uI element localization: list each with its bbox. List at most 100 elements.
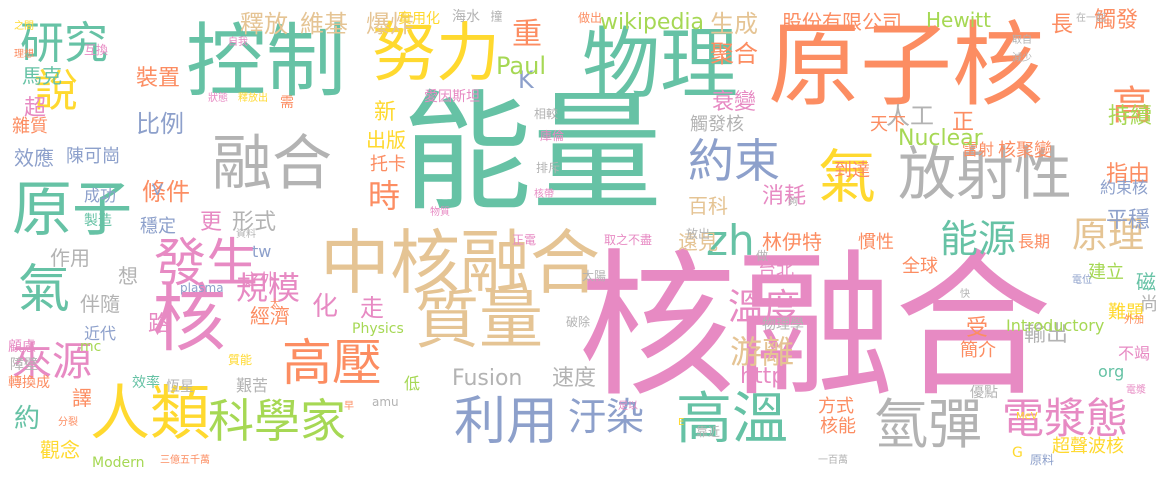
cloud-word: 走 — [360, 294, 384, 322]
cloud-word: G — [1012, 445, 1023, 461]
cloud-word: 想 — [118, 264, 138, 288]
cloud-word: 股份有限公司 — [782, 10, 902, 34]
cloud-word: 近代 — [84, 324, 117, 343]
cloud-word: 超聲波核 — [1052, 436, 1124, 457]
cloud-word: 經濟 — [250, 304, 290, 328]
cloud-word: 比例 — [136, 110, 184, 138]
cloud-word: 譯 — [72, 386, 92, 410]
cloud-word: 核 — [152, 276, 226, 362]
cloud-word: 約 — [14, 404, 41, 434]
cloud-word: 太陽 — [582, 269, 607, 283]
cloud-word: Physics — [352, 321, 404, 337]
cloud-word: 遠見 — [678, 230, 718, 254]
cloud-word: 排斥 — [536, 161, 561, 175]
cloud-word: 愛因斯坦 — [424, 89, 480, 105]
cloud-word: 融合 — [212, 129, 332, 199]
cloud-word: 原料 — [1030, 453, 1055, 467]
cloud-word: 物理 — [582, 20, 739, 110]
cloud-word: 指由 — [1106, 162, 1151, 187]
cloud-word: 持續 — [1108, 104, 1153, 129]
cloud-word: 時 — [368, 177, 401, 215]
cloud-word: 利用 — [454, 392, 559, 452]
cloud-word: 輸出 — [1024, 322, 1069, 347]
cloud-word: 核帶 — [534, 189, 554, 200]
cloud-word: 電漿態 — [1002, 394, 1129, 443]
cloud-word: 自我 — [228, 37, 248, 48]
cloud-word: 放射性 — [898, 140, 1073, 208]
cloud-word: 維基 — [300, 10, 348, 38]
cloud-word: 條件 — [142, 178, 190, 206]
cloud-word: 中核融合 — [320, 222, 600, 304]
cloud-word: 簡介 — [960, 340, 996, 361]
cloud-word: 低 — [404, 374, 421, 393]
cloud-word: 核能 — [820, 416, 856, 437]
cloud-word: 高 — [1112, 83, 1152, 129]
cloud-word: org — [1098, 362, 1125, 381]
cloud-word: 太 — [270, 299, 280, 310]
cloud-word: 氫彈 — [874, 393, 982, 456]
cloud-word: 人工 — [886, 102, 934, 130]
cloud-word: 慣性 — [858, 232, 894, 253]
cloud-word: amu — [372, 395, 399, 409]
cloud-word: 長 — [1047, 12, 1072, 34]
cloud-word: 之外 — [244, 270, 277, 289]
cloud-word: 理想 — [14, 49, 34, 60]
cloud-word: 電漿 — [1126, 385, 1146, 396]
cloud-word: 正 — [952, 110, 975, 135]
cloud-word: 裝置 — [136, 66, 181, 91]
cloud-word: 外加 — [1124, 315, 1144, 326]
cloud-word: 原子核 — [768, 12, 1045, 119]
cloud-word: 雷射 — [962, 140, 995, 159]
cloud-word: 伴隨 — [80, 292, 120, 316]
cloud-word: 到達 — [834, 160, 870, 181]
cloud-word: 觸發核 — [690, 114, 744, 135]
cloud-word: tw — [252, 242, 272, 261]
cloud-word: 狀態 — [208, 93, 228, 104]
cloud-word: 爆炸 — [366, 10, 414, 38]
cloud-word: 夠 — [788, 197, 798, 208]
cloud-word: 三億五千萬 — [160, 455, 210, 466]
cloud-word: 來源 — [12, 339, 92, 385]
cloud-word: 全球 — [902, 256, 938, 277]
cloud-word: 能量 — [402, 77, 663, 229]
cloud-word: 快 — [960, 289, 970, 300]
cloud-word: 建立 — [1088, 262, 1124, 283]
cloud-word: 靠近 — [696, 425, 721, 439]
cloud-word: 研究 — [20, 18, 108, 69]
cloud-word: 一百萬 — [818, 455, 848, 466]
cloud-word: 約束 — [688, 134, 780, 188]
cloud-word: 不竭 — [1118, 344, 1151, 363]
cloud-word: 穩定 — [140, 216, 176, 237]
cloud-word: 托卡 — [370, 154, 406, 175]
cloud-word: plasma — [180, 281, 224, 295]
cloud-word: 恆星 — [166, 379, 194, 395]
cloud-word: 新 — [374, 100, 397, 125]
cloud-word: 約束核 — [1100, 178, 1149, 197]
cloud-word: Fusion — [452, 366, 523, 391]
cloud-word: 減少 — [1012, 53, 1032, 64]
cloud-word: Modern — [92, 455, 145, 471]
cloud-word: 做出 — [578, 11, 603, 25]
cloud-word: 觀念 — [40, 438, 80, 462]
cloud-word: 相較 — [534, 107, 559, 121]
cloud-word: 需 — [280, 95, 294, 111]
cloud-word: 取自 — [1012, 35, 1032, 46]
cloud-word: 資料 — [236, 229, 256, 240]
cloud-word: 發生 — [154, 234, 259, 294]
cloud-word: 實用化 — [398, 11, 440, 27]
cloud-word: 馬克 — [22, 64, 62, 88]
cloud-word: 正電 — [512, 233, 537, 247]
cloud-word: 長期 — [1018, 232, 1051, 251]
cloud-word: 台北 — [758, 260, 794, 281]
cloud-word: E — [678, 417, 685, 428]
cloud-word: 轉換成 — [8, 375, 50, 391]
cloud-word: 互換 — [84, 43, 109, 57]
cloud-word: 觸發 — [1094, 8, 1139, 33]
cloud-word: 氣 — [18, 260, 71, 320]
cloud-word: Nuclear — [898, 126, 983, 151]
cloud-word: 能源 — [940, 217, 1017, 261]
cloud-word: 高溫 — [676, 387, 788, 452]
cloud-word: 溫度 — [728, 287, 801, 328]
cloud-word: 超 — [24, 96, 47, 121]
